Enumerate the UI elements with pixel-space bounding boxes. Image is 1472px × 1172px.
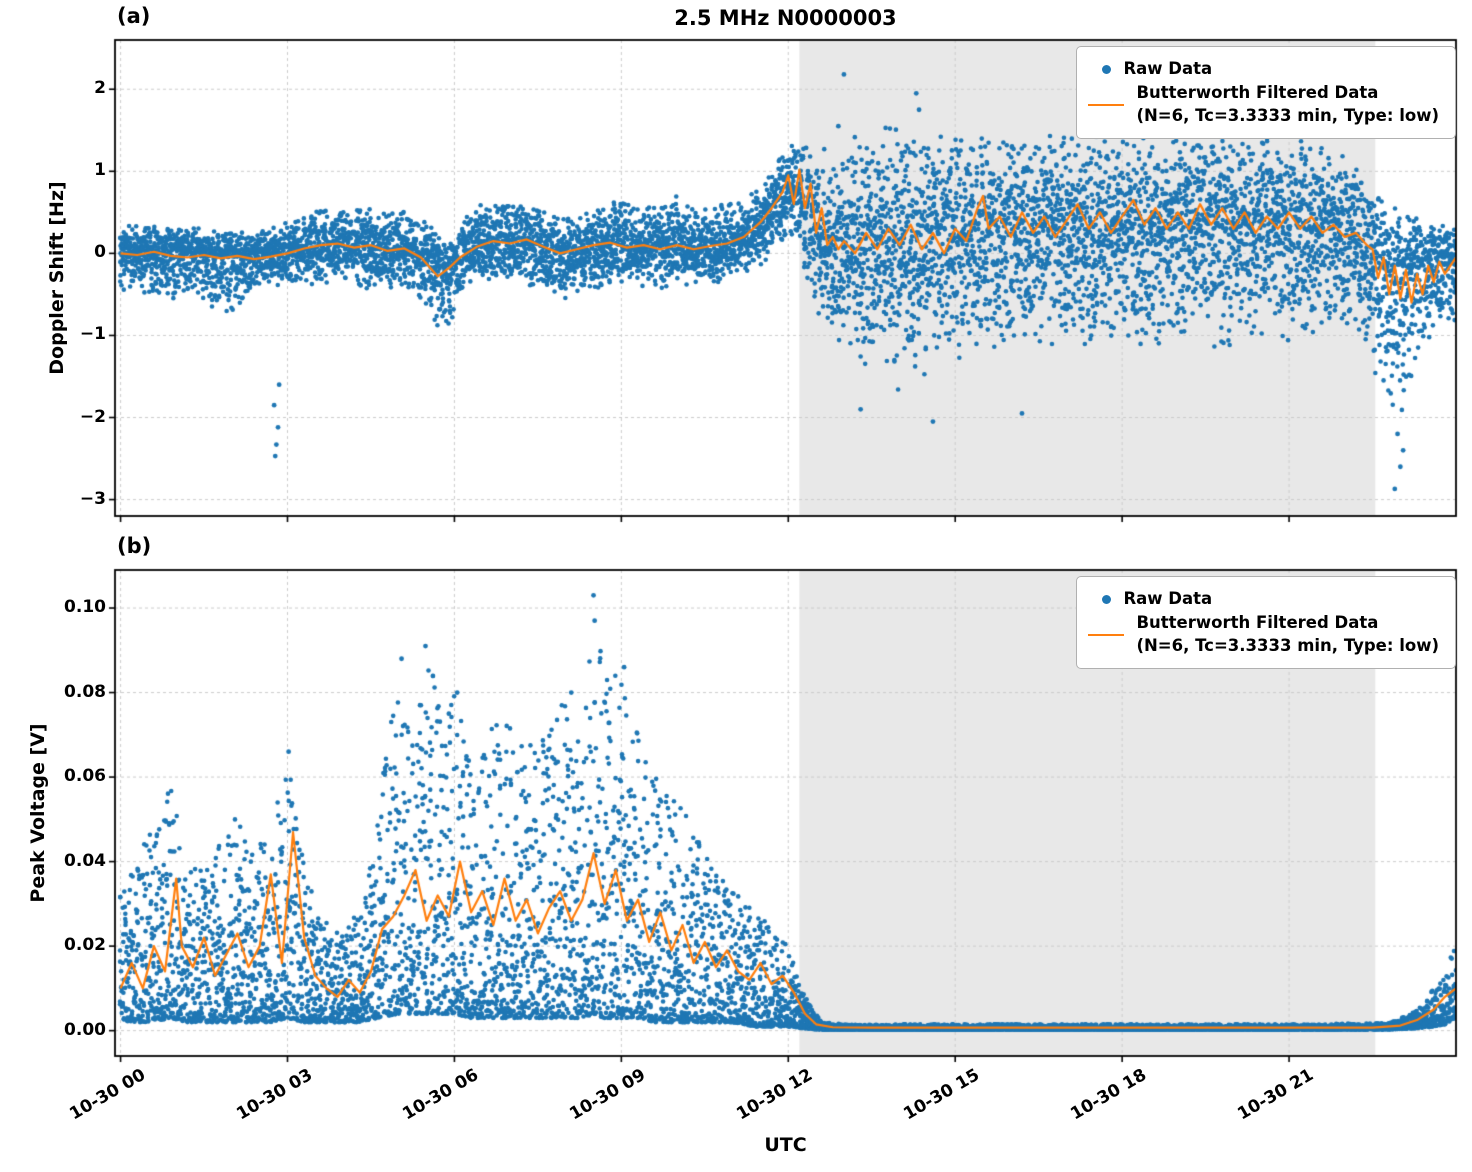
panel-a-label: (a) xyxy=(117,4,151,28)
y-tick-label: 0 xyxy=(94,242,106,263)
legend-raw-label: Raw Data xyxy=(1123,59,1213,78)
filtered-line-icon xyxy=(1088,633,1125,636)
legend-a: Raw Data Butterworth Filtered Data (N=6, … xyxy=(1076,46,1456,139)
chart-title: 2.5 MHz N0000003 xyxy=(674,6,897,30)
legend-filtered-line1: Butterworth Filtered Data xyxy=(1136,83,1379,103)
y-tick-label: 0.02 xyxy=(64,935,106,956)
legend-entry-raw: Raw Data xyxy=(1087,58,1439,80)
legend-filtered-line2: (N=6, Tc=3.3333 min, Type: low) xyxy=(1136,635,1439,655)
legend-raw-label: Raw Data xyxy=(1123,589,1213,608)
y-tick-label: −3 xyxy=(79,488,106,509)
y-tick-label: −1 xyxy=(79,324,106,345)
y-tick-label: 1 xyxy=(94,160,106,181)
legend-entry-raw: Raw Data xyxy=(1087,588,1439,610)
raw-data-marker-icon xyxy=(1102,594,1112,604)
legend-entry-filtered: Butterworth Filtered Data (N=6, Tc=3.3333… xyxy=(1087,612,1439,657)
panel-b-label: (b) xyxy=(117,534,152,558)
filtered-line-icon xyxy=(1088,103,1125,106)
raw-data-marker-icon xyxy=(1102,64,1112,74)
x-axis-label: UTC xyxy=(764,1134,807,1156)
y-tick-label: 0.08 xyxy=(64,681,106,702)
y-axis-label-b: Peak Voltage [V] xyxy=(27,723,49,903)
legend-b: Raw Data Butterworth Filtered Data (N=6, … xyxy=(1076,576,1456,669)
y-tick-label: 2 xyxy=(94,78,106,99)
legend-filtered-line2: (N=6, Tc=3.3333 min, Type: low) xyxy=(1136,105,1439,125)
y-tick-label: 0.10 xyxy=(64,597,106,618)
legend-filtered-label: Butterworth Filtered Data (N=6, Tc=3.3333… xyxy=(1136,612,1439,657)
y-tick-label: 0.00 xyxy=(64,1019,106,1040)
y-tick-label: 0.06 xyxy=(64,766,106,787)
y-tick-label: −2 xyxy=(79,406,106,427)
legend-filtered-line1: Butterworth Filtered Data xyxy=(1136,613,1379,633)
y-axis-label-a: Doppler Shift [Hz] xyxy=(46,181,68,375)
legend-entry-filtered: Butterworth Filtered Data (N=6, Tc=3.3333… xyxy=(1087,82,1439,127)
y-tick-label: 0.04 xyxy=(64,850,106,871)
legend-filtered-label: Butterworth Filtered Data (N=6, Tc=3.3333… xyxy=(1136,82,1439,127)
